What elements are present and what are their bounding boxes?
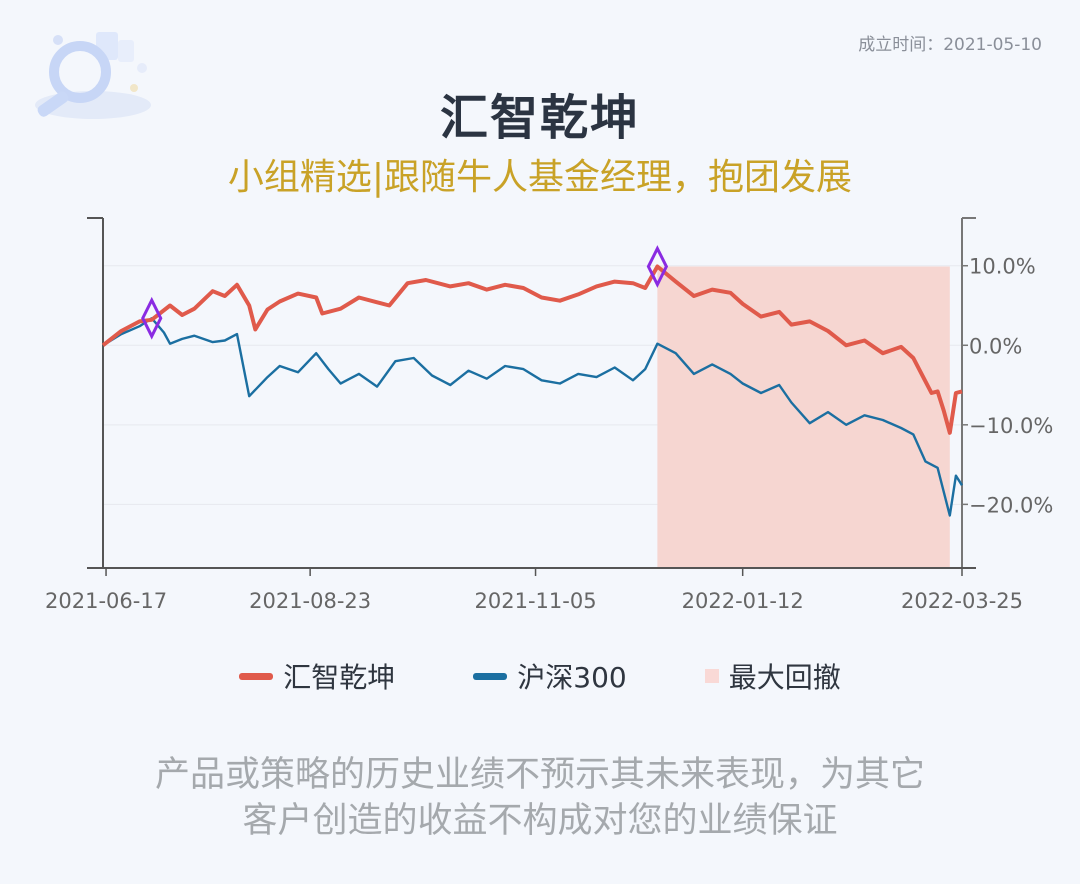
fund-title: 汇智乾坤	[439, 90, 640, 146]
peak-marker	[141, 296, 163, 340]
x-tick-label: 2022-03-25	[901, 589, 1023, 613]
legend-item-drawdown: 最大回撤	[704, 656, 841, 696]
legend-label-drawdown: 最大回撤	[728, 661, 841, 694]
x-tick-label: 2021-11-05	[475, 589, 597, 613]
y-tick-label: −10.0%	[969, 414, 1053, 438]
x-tick-label: 2021-06-17	[45, 589, 167, 613]
legend-item-index: 沪深300	[473, 656, 627, 696]
peak-marker	[646, 245, 669, 288]
y-tick-label: −20.0%	[969, 493, 1053, 517]
performance-chart: 10.0% 0.0% −10.0% −20.0% 2021-06-17 2021-08-2…	[45, 217, 1053, 613]
legend-swatch-index	[473, 672, 508, 680]
fund-subtitle: 小组精选|跟随牛人基金经理，抱团发展	[227, 157, 853, 198]
y-tick-label: 10.0%	[969, 255, 1036, 279]
series-line-fund	[101, 264, 963, 435]
disclaimer-line-2: 客户创造的收益不构成对您的业绩保证	[242, 801, 838, 841]
x-tick-label: 2021-08-23	[249, 589, 371, 613]
x-tick-label: 2022-01-12	[682, 589, 804, 613]
legend-swatch-fund	[239, 672, 274, 680]
legend-swatch-drawdown	[704, 669, 719, 683]
legend-item-fund: 汇智乾坤	[239, 656, 395, 696]
disclaimer-line-1: 产品或策略的历史业绩不预示其未来表现，为其它	[154, 755, 925, 795]
legend-label-fund: 汇智乾坤	[283, 661, 396, 694]
risk-disclaimer: 产品或策略的历史业绩不预示其未来表现，为其它 客户创造的收益不构成对您的业绩保证	[80, 752, 1000, 844]
legend-label-index: 沪深300	[517, 661, 627, 694]
series-line-index	[102, 317, 964, 517]
y-tick-label: 0.0%	[969, 334, 1022, 358]
chart-legend: 汇智乾坤 沪深300 最大回撤	[0, 656, 1080, 696]
founded-date: 成立时间：2021-05-10	[858, 35, 1042, 55]
magnifier-illustration	[18, 10, 168, 130]
